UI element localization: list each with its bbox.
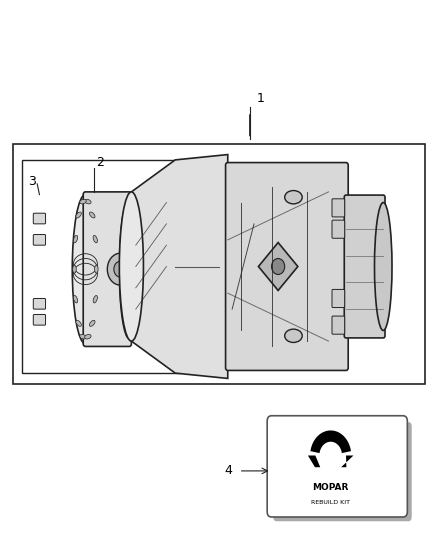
FancyBboxPatch shape bbox=[83, 192, 131, 346]
FancyBboxPatch shape bbox=[332, 289, 345, 308]
Ellipse shape bbox=[76, 212, 81, 218]
FancyBboxPatch shape bbox=[332, 220, 345, 238]
Text: 1: 1 bbox=[256, 92, 264, 105]
FancyBboxPatch shape bbox=[13, 144, 425, 384]
Ellipse shape bbox=[72, 195, 99, 344]
FancyBboxPatch shape bbox=[33, 213, 46, 224]
FancyBboxPatch shape bbox=[22, 160, 180, 373]
Polygon shape bbox=[341, 456, 353, 467]
FancyBboxPatch shape bbox=[226, 163, 348, 370]
Ellipse shape bbox=[89, 320, 95, 326]
Polygon shape bbox=[258, 243, 298, 290]
FancyBboxPatch shape bbox=[33, 235, 46, 245]
Circle shape bbox=[114, 261, 127, 277]
Ellipse shape bbox=[119, 200, 139, 338]
Ellipse shape bbox=[89, 212, 95, 218]
Text: 4: 4 bbox=[224, 464, 232, 478]
Ellipse shape bbox=[74, 236, 78, 243]
Ellipse shape bbox=[76, 320, 81, 326]
FancyBboxPatch shape bbox=[332, 316, 345, 334]
Ellipse shape bbox=[80, 334, 86, 339]
FancyBboxPatch shape bbox=[332, 199, 345, 217]
Ellipse shape bbox=[93, 236, 97, 243]
Ellipse shape bbox=[285, 190, 302, 204]
Circle shape bbox=[272, 259, 285, 274]
Polygon shape bbox=[308, 456, 320, 467]
Ellipse shape bbox=[119, 192, 143, 341]
FancyBboxPatch shape bbox=[344, 195, 385, 338]
Text: REBUILD KIT: REBUILD KIT bbox=[311, 500, 350, 505]
FancyBboxPatch shape bbox=[33, 314, 46, 325]
Ellipse shape bbox=[73, 265, 76, 273]
Text: MOPAR: MOPAR bbox=[312, 483, 349, 492]
Ellipse shape bbox=[93, 295, 97, 303]
FancyBboxPatch shape bbox=[33, 298, 46, 309]
Polygon shape bbox=[311, 431, 351, 453]
Text: 2: 2 bbox=[96, 156, 104, 169]
Ellipse shape bbox=[285, 329, 302, 342]
Ellipse shape bbox=[85, 199, 91, 204]
Ellipse shape bbox=[85, 334, 91, 339]
Ellipse shape bbox=[95, 265, 98, 273]
Ellipse shape bbox=[374, 203, 392, 330]
FancyBboxPatch shape bbox=[273, 422, 412, 521]
FancyBboxPatch shape bbox=[267, 416, 407, 517]
Ellipse shape bbox=[74, 295, 78, 303]
Polygon shape bbox=[131, 155, 228, 378]
Ellipse shape bbox=[80, 199, 86, 204]
Text: 3: 3 bbox=[28, 175, 36, 188]
Circle shape bbox=[107, 253, 134, 285]
